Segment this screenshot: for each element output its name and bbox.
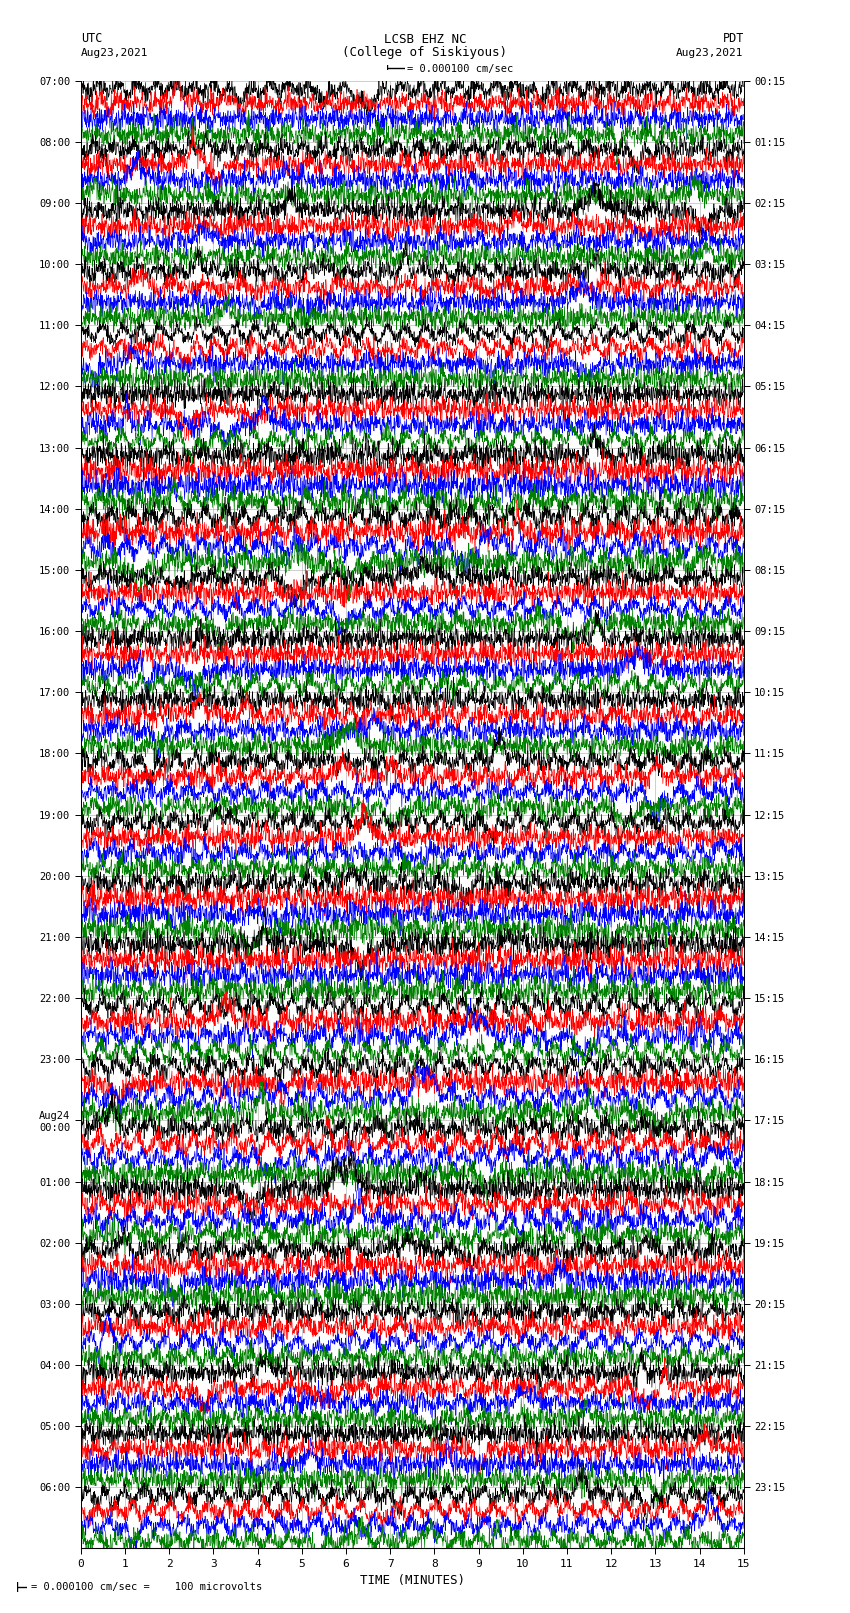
- Text: LCSB EHZ NC: LCSB EHZ NC: [383, 32, 467, 45]
- Text: Aug23,2021: Aug23,2021: [677, 48, 744, 58]
- Text: Aug23,2021: Aug23,2021: [81, 48, 148, 58]
- X-axis label: TIME (MINUTES): TIME (MINUTES): [360, 1574, 465, 1587]
- Text: UTC: UTC: [81, 32, 102, 45]
- Text: = 0.000100 cm/sec =    100 microvolts: = 0.000100 cm/sec = 100 microvolts: [31, 1582, 262, 1592]
- Text: (College of Siskiyous): (College of Siskiyous): [343, 45, 507, 58]
- Text: PDT: PDT: [722, 32, 744, 45]
- Text: = 0.000100 cm/sec: = 0.000100 cm/sec: [407, 63, 513, 74]
